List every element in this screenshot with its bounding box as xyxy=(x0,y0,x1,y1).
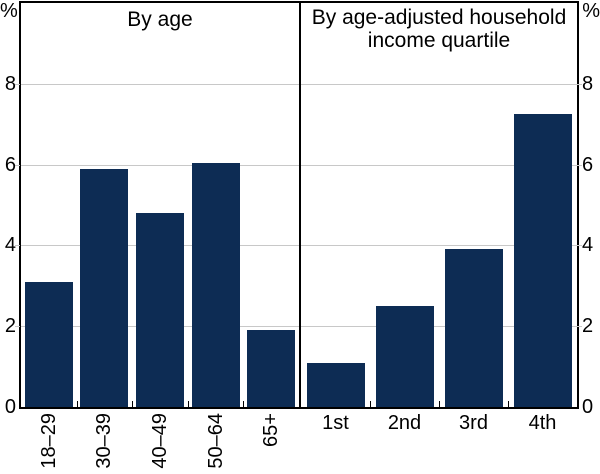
y-axis-label-right-6: 6 xyxy=(582,153,594,176)
bar-50–64 xyxy=(191,162,240,407)
y-axis-unit-right: % xyxy=(582,0,600,22)
bar-2nd xyxy=(375,306,434,407)
y-axis-label-left-2: 2 xyxy=(4,315,16,338)
x-axis-tick xyxy=(370,401,371,407)
x-axis-label-2nd: 2nd xyxy=(387,412,422,434)
bar-40–49 xyxy=(136,213,184,407)
y-axis-label-left-6: 6 xyxy=(4,153,16,176)
x-axis-tick xyxy=(439,401,440,407)
x-axis-label-4th: 4th xyxy=(528,412,557,434)
y-axis-label-right-8: 8 xyxy=(582,72,594,95)
y-tick-left xyxy=(15,83,20,85)
y-axis-label-left-8: 8 xyxy=(4,72,16,95)
y-axis-label-right-2: 2 xyxy=(582,315,594,338)
bar-30–39 xyxy=(80,168,129,407)
panel-title-left: By age xyxy=(127,8,193,31)
y-tick-right xyxy=(577,83,582,85)
x-axis-tick xyxy=(187,401,189,407)
y-axis-label-left-0: 0 xyxy=(4,396,16,418)
x-axis-label-1st: 1st xyxy=(322,412,349,434)
panel-divider xyxy=(299,3,301,407)
panel-title-right-line2: income quartile xyxy=(367,29,511,52)
y-axis-label-left-4: 4 xyxy=(4,234,16,257)
x-axis-label-40–49: 40–49 xyxy=(149,413,171,469)
bar-1st xyxy=(306,362,365,407)
x-axis-label-30–39: 30–39 xyxy=(93,413,116,469)
panel-title-right-line1: By age-adjusted household xyxy=(311,6,567,29)
bar-65+ xyxy=(247,330,296,407)
y-axis-unit-left: % xyxy=(0,0,18,22)
x-axis-label-50–64: 50–64 xyxy=(204,413,227,469)
x-axis-tick xyxy=(508,401,509,407)
y-tick-right xyxy=(577,326,582,328)
bar-18–29 xyxy=(24,281,73,407)
panel-title-right: By age-adjusted household income quartil… xyxy=(301,6,577,52)
y-axis-label-right-4: 4 xyxy=(582,234,594,257)
plot-area: By age By age-adjusted household income … xyxy=(19,1,579,409)
bar-3rd xyxy=(444,249,503,407)
bar-4th xyxy=(513,114,572,407)
x-axis-tick xyxy=(132,401,134,407)
y-tick-left xyxy=(15,164,20,166)
y-tick-right xyxy=(577,245,582,247)
y-tick-left xyxy=(15,326,20,328)
x-axis-tick xyxy=(243,401,245,407)
y-axis-label-right-0: 0 xyxy=(582,396,594,418)
x-axis-label-18–29: 18–29 xyxy=(37,413,60,469)
x-axis-label-65+: 65+ xyxy=(260,413,283,447)
x-axis-label-3rd: 3rd xyxy=(459,412,488,434)
y-tick-right xyxy=(577,164,582,166)
x-axis-tick xyxy=(76,401,78,407)
y-tick-left xyxy=(15,245,20,247)
